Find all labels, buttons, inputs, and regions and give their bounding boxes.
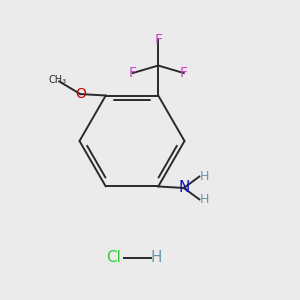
Text: H: H xyxy=(200,193,209,206)
Text: F: F xyxy=(154,33,162,47)
Text: O: O xyxy=(75,87,86,101)
Text: F: F xyxy=(129,66,137,80)
Text: N: N xyxy=(178,181,189,196)
Text: H: H xyxy=(200,170,209,183)
Text: CH₃: CH₃ xyxy=(49,75,67,85)
Text: H: H xyxy=(150,250,162,266)
Text: F: F xyxy=(180,66,188,80)
Text: Cl: Cl xyxy=(106,250,122,266)
